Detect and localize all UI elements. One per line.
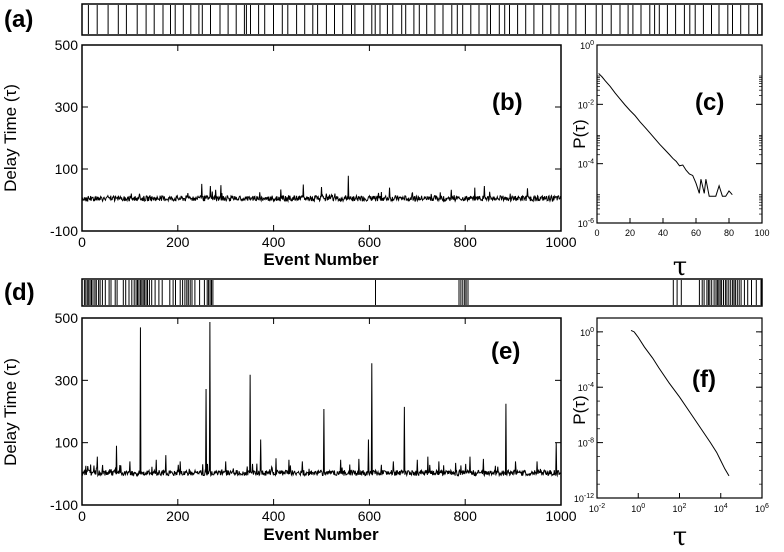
xtick-label-b-4: 800 (454, 234, 478, 250)
xtick-label-f-4: 106 (755, 503, 769, 514)
panel-b-series-line (81, 175, 562, 204)
xtick-label-c-5: 100 (754, 228, 769, 238)
ytick-label-c-3: 100 (580, 40, 594, 51)
ytick-label-e-2: 300 (55, 372, 79, 388)
xtick-label-e-3: 600 (358, 508, 382, 524)
panel-c-series-line (598, 73, 733, 197)
xtick-label-f-2: 102 (673, 503, 687, 514)
xtick-label-c-0: 0 (594, 228, 599, 238)
panel-a-raster: (a) (4, 3, 763, 36)
panel-f-xlabel: τ (673, 522, 687, 552)
ytick-label-b-1: 100 (55, 161, 79, 177)
panel-c-label: (c) (695, 89, 724, 116)
panel-b-frame (81, 44, 562, 232)
ytick-label-b-3: 500 (55, 37, 79, 53)
ytick-label-f-3: 100 (580, 327, 594, 338)
ytick-label-c-1: 10-4 (578, 159, 594, 170)
panel-f-frame (596, 317, 763, 499)
xtick-label-c-4: 80 (724, 228, 734, 238)
ytick-label-b-2: 300 (55, 99, 79, 115)
panel-b-label: (b) (492, 89, 523, 116)
ytick-label-f-1: 10-8 (578, 438, 594, 449)
ytick-label-f-0: 10-12 (574, 493, 594, 504)
panel-f-series-line (630, 330, 730, 477)
panel-f-ticks: 10-2 100 102 104 106 10-12 10-8 10-4 100 (574, 327, 769, 514)
xtick-label-b-0: 0 (78, 234, 86, 250)
panel-c-frame (596, 44, 763, 224)
panel-e-ylabel: Delay Time (τ) (1, 358, 20, 466)
xtick-label-c-1: 20 (625, 228, 635, 238)
xtick-label-f-1: 100 (631, 503, 645, 514)
panel-e-label: (e) (491, 338, 520, 365)
panel-f-distribution: 10-2 100 102 104 106 10-12 10-8 10-4 100 (f) τ P… (570, 317, 769, 552)
ytick-label-b-0: -100 (50, 223, 78, 239)
ytick-label-c-2: 10-2 (578, 99, 594, 110)
xtick-label-e-1: 200 (166, 508, 190, 524)
panel-b-ticks: 0 200 400 600 800 1000 -100 100 300 500 (50, 37, 577, 250)
xtick-label-e-5: 1000 (545, 508, 576, 524)
xtick-label-b-5: 1000 (545, 234, 576, 250)
panel-e-ticks: 0 200 400 600 800 1000 -100 100 300 500 (50, 310, 577, 524)
panel-e-timeseries: 0 200 400 600 800 1000 -100 100 300 500 (e) Event… (1, 310, 577, 544)
ytick-label-e-1: 100 (55, 435, 79, 451)
xtick-label-b-1: 200 (166, 234, 190, 250)
ytick-label-c-0: 10-6 (578, 218, 594, 229)
panel-e-series-line (81, 322, 561, 478)
ytick-label-f-2: 10-4 (578, 382, 594, 393)
panel-d-raster: (d) (4, 278, 763, 307)
panel-d-label: (d) (4, 279, 35, 306)
xtick-label-e-2: 400 (262, 508, 286, 524)
panel-a-events (87, 5, 759, 34)
panel-f-ylabel: P(τ) (570, 395, 589, 424)
panel-c-xlabel: τ (673, 252, 687, 282)
xtick-label-e-0: 0 (78, 508, 86, 524)
xtick-label-f-3: 104 (714, 503, 728, 514)
xtick-label-b-2: 400 (262, 234, 286, 250)
panel-d-events (83, 280, 762, 305)
xtick-label-b-3: 600 (358, 234, 382, 250)
panel-b-timeseries: 0 200 400 600 800 1000 -100 100 300 500 (b) Event… (1, 37, 577, 269)
ytick-label-e-3: 500 (55, 310, 79, 326)
panel-e-xlabel: Event Number (263, 525, 379, 544)
panel-c-ticks: 0 20 40 60 80 100 10-6 10-4 10-2 100 (578, 40, 770, 238)
xtick-label-c-2: 40 (658, 228, 668, 238)
xtick-label-c-3: 60 (691, 228, 701, 238)
panel-f-label: (f) (692, 366, 716, 393)
panel-c-ylabel: P(τ) (570, 119, 589, 148)
xtick-label-e-4: 800 (454, 508, 478, 524)
panel-e-frame (81, 317, 562, 506)
panel-a-label: (a) (4, 6, 33, 33)
panel-b-xlabel: Event Number (263, 250, 379, 269)
panel-a-frame (81, 3, 763, 36)
panel-c-distribution: 0 20 40 60 80 100 10-6 10-4 10-2 100 (c) τ P(τ) (570, 40, 770, 282)
panel-d-frame (81, 278, 763, 307)
ytick-label-e-0: -100 (50, 497, 78, 513)
panel-b-ylabel: Delay Time (τ) (1, 84, 20, 192)
xtick-label-f-0: 10-2 (589, 503, 605, 514)
